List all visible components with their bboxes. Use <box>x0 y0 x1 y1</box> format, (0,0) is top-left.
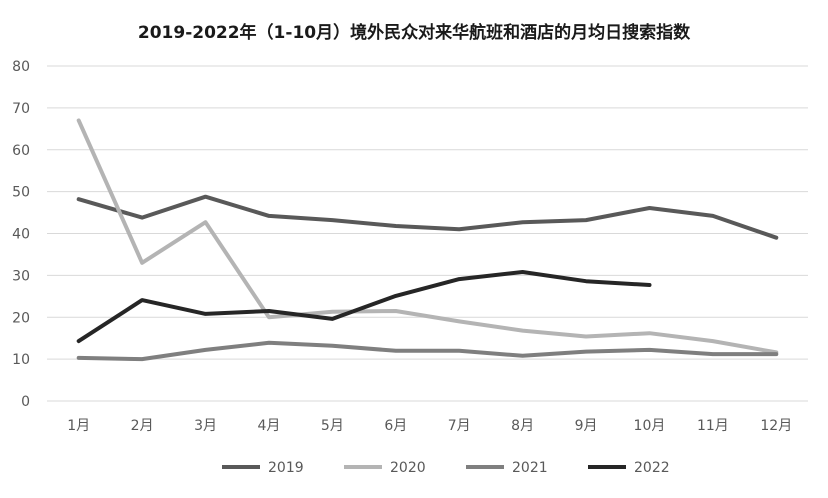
series-line-2022 <box>76 270 652 344</box>
legend-label: 2020 <box>390 460 426 476</box>
y-tick-label: 70 <box>12 101 30 117</box>
x-tick-label: 6月 <box>384 418 407 434</box>
x-tick-label: 10月 <box>634 418 666 434</box>
x-tick-label: 11月 <box>697 418 729 434</box>
series-line-2021 <box>76 340 779 362</box>
x-tick-label: 12月 <box>760 418 792 434</box>
x-axis-ticks: 1月 2月 3月 4月 5月 6月 7月 8月 9月 10月 11月 12月 <box>67 418 792 434</box>
legend-item-2021: 2021 <box>466 460 548 476</box>
legend-item-2019: 2019 <box>222 460 304 476</box>
x-tick-label: 8月 <box>511 418 534 434</box>
x-tick-label: 4月 <box>257 418 280 434</box>
legend: 2019 2020 2021 2022 <box>222 460 670 476</box>
x-tick-label: 5月 <box>321 418 344 434</box>
y-tick-label: 40 <box>12 227 30 243</box>
y-axis-ticks: 0 10 20 30 40 50 60 70 80 <box>12 59 30 410</box>
y-tick-label: 60 <box>12 143 30 159</box>
y-tick-label: 50 <box>12 185 30 201</box>
chart-title: 2019-2022年（1-10月）境外民众对来华航班和酒店的月均日搜索指数 <box>138 22 691 43</box>
legend-item-2022: 2022 <box>588 460 670 476</box>
legend-label: 2021 <box>512 460 548 476</box>
y-tick-label: 20 <box>12 310 30 326</box>
x-tick-label: 1月 <box>67 418 90 434</box>
y-tick-label: 0 <box>21 394 30 410</box>
x-tick-label: 2月 <box>131 418 154 434</box>
gridlines <box>47 65 808 402</box>
y-tick-label: 30 <box>12 268 30 284</box>
y-tick-label: 10 <box>12 352 30 368</box>
y-tick-label: 80 <box>12 59 30 75</box>
legend-item-2020: 2020 <box>344 460 426 476</box>
x-tick-label: 3月 <box>194 418 217 434</box>
series-line-2020 <box>76 118 779 355</box>
x-tick-label: 9月 <box>575 418 598 434</box>
legend-label: 2022 <box>634 460 670 476</box>
series-lines <box>76 118 779 362</box>
series-line-2019 <box>76 194 779 240</box>
x-tick-label: 7月 <box>448 418 471 434</box>
legend-label: 2019 <box>268 460 304 476</box>
